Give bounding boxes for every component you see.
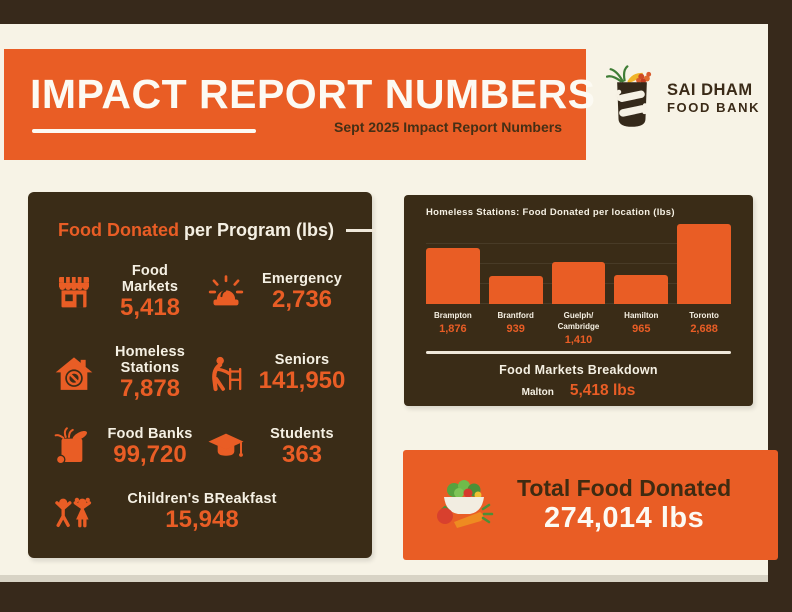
program-text: Food Banks 99,720 — [102, 426, 198, 468]
program-icon — [206, 354, 246, 394]
bar-category-label: Hamilton — [624, 311, 659, 320]
bar-track — [488, 224, 543, 304]
header-banner: IMPACT REPORT NUMBERS Sept 2025 Impact R… — [4, 49, 595, 160]
bar-value-label: 2,688 — [690, 322, 718, 335]
program-item: Children's BReakfast 15,948 — [50, 491, 302, 533]
bar — [426, 248, 480, 304]
program-item: Food Banks 99,720 — [50, 426, 198, 468]
bar-track — [551, 224, 606, 304]
program-icon — [54, 492, 94, 532]
bar-value-label: 1,410 — [564, 333, 593, 346]
program-text: Food Markets 5,418 — [102, 263, 198, 321]
breakdown-rows: Malton 5,418 lbs — [426, 382, 731, 400]
total-value: 274,014 lbs — [543, 502, 705, 534]
breakdown-row: Malton 5,418 lbs — [426, 382, 731, 400]
bar — [488, 276, 543, 304]
program-icon — [54, 427, 94, 467]
bar-value-label: 965 — [632, 322, 651, 335]
breakdown-title: Food Markets Breakdown — [499, 362, 658, 377]
bar-chart: Brampton 1,876 Brantford 939 Guelph/ Cam… — [426, 224, 731, 346]
program-label: Homeless Stations — [114, 344, 186, 377]
program-icon — [206, 427, 246, 467]
program-icon — [206, 272, 246, 312]
bar-value-label: 939 — [506, 322, 525, 335]
total-label: Total Food Donated — [517, 475, 732, 501]
program-text: Emergency 2,736 — [254, 271, 350, 313]
program-icon — [54, 354, 94, 394]
program-text: Students 363 — [254, 426, 350, 468]
title-dash — [346, 228, 377, 232]
program-value: 2,736 — [271, 286, 333, 313]
program-value: 141,950 — [258, 367, 346, 395]
program-label: Children's BReakfast — [127, 491, 277, 508]
total-text: Total Food Donated 274,014 lbs — [517, 475, 731, 535]
chart-bars: Brampton 1,876 Brantford 939 Guelph/ Cam… — [426, 224, 731, 346]
programs-grid: Food Markets 5,418 Emergency 2,736 Homel… — [44, 263, 356, 534]
program-text: Homeless Stations 7,878 — [102, 344, 198, 402]
programs-panel: Food Donated per Program (lbs) Food Mark… — [28, 192, 377, 558]
program-text: Children's BReakfast 15,948 — [102, 491, 302, 533]
program-label: Emergency — [262, 271, 342, 287]
logo-name-line2: FOOD BANK — [667, 100, 761, 115]
logo: SAI DHAM FOOD BANK — [606, 64, 760, 132]
programs-title: Food Donated per Program (lbs) — [44, 220, 377, 241]
chart-bar-column: Guelph/ Cambridge 1,410 — [551, 224, 606, 346]
header-subtitle: Sept 2025 Impact Report Numbers — [334, 119, 562, 135]
breakdown-location: Malton — [521, 386, 554, 398]
bar-category-label: Guelph/ Cambridge — [557, 311, 600, 331]
chart-bar-column: Brampton 1,876 — [426, 224, 480, 335]
title-underline — [32, 129, 256, 133]
chart-bar-column: Brantford 939 — [488, 224, 543, 335]
program-item: Students 363 — [202, 426, 350, 468]
page-title: IMPACT REPORT NUMBERS — [30, 71, 596, 117]
bar-track — [426, 224, 480, 304]
bar — [677, 224, 731, 304]
program-value: 15,948 — [165, 506, 239, 534]
bar-category-label: Brampton — [434, 311, 472, 320]
bar — [614, 275, 669, 304]
total-panel: Total Food Donated 274,014 lbs — [403, 450, 778, 560]
logo-name-line1: SAI DHAM — [667, 81, 753, 99]
bar-track — [614, 224, 669, 304]
program-label: Food Banks — [107, 425, 193, 442]
programs-title-highlight: Food Donated — [58, 220, 179, 240]
program-value: 363 — [281, 440, 323, 468]
program-label: Food Markets — [121, 263, 179, 295]
program-value: 5,418 — [119, 294, 181, 321]
salad-bowl-icon — [437, 480, 494, 528]
top-frame-bar — [0, 0, 792, 24]
program-icon — [54, 272, 94, 312]
bar-category-label: Brantford — [497, 311, 534, 320]
bar-category-label: Toronto — [689, 311, 719, 320]
program-label: Students — [270, 425, 334, 442]
panel-separator — [426, 350, 731, 354]
programs-title-rest: per Program (lbs) — [178, 220, 335, 240]
chart-bar-column: Hamilton 965 — [614, 224, 669, 335]
bottom-frame-bar — [0, 575, 792, 612]
homeless-stations-chart-panel: Homeless Stations: Food Donated per loca… — [404, 195, 753, 406]
program-value: 99,720 — [113, 440, 187, 468]
food-bank-bag-icon — [606, 65, 652, 127]
logo-text: SAI DHAM FOOD BANK — [667, 81, 760, 115]
breakdown-value: 5,418 lbs — [569, 381, 636, 399]
chart-bar-column: Toronto 2,688 — [677, 224, 731, 335]
program-value: 7,878 — [119, 375, 181, 403]
program-item: Homeless Stations 7,878 — [50, 344, 198, 402]
bar-value-label: 1,876 — [439, 322, 467, 335]
program-label: Seniors — [274, 352, 330, 369]
bar — [551, 262, 606, 304]
program-item: Seniors 141,950 — [202, 344, 350, 402]
chart-title: Homeless Stations: Food Donated per loca… — [426, 207, 675, 218]
program-item: Emergency 2,736 — [202, 263, 350, 321]
program-item: Food Markets 5,418 — [50, 263, 198, 321]
program-text: Seniors 141,950 — [254, 352, 350, 394]
bar-track — [677, 224, 731, 304]
